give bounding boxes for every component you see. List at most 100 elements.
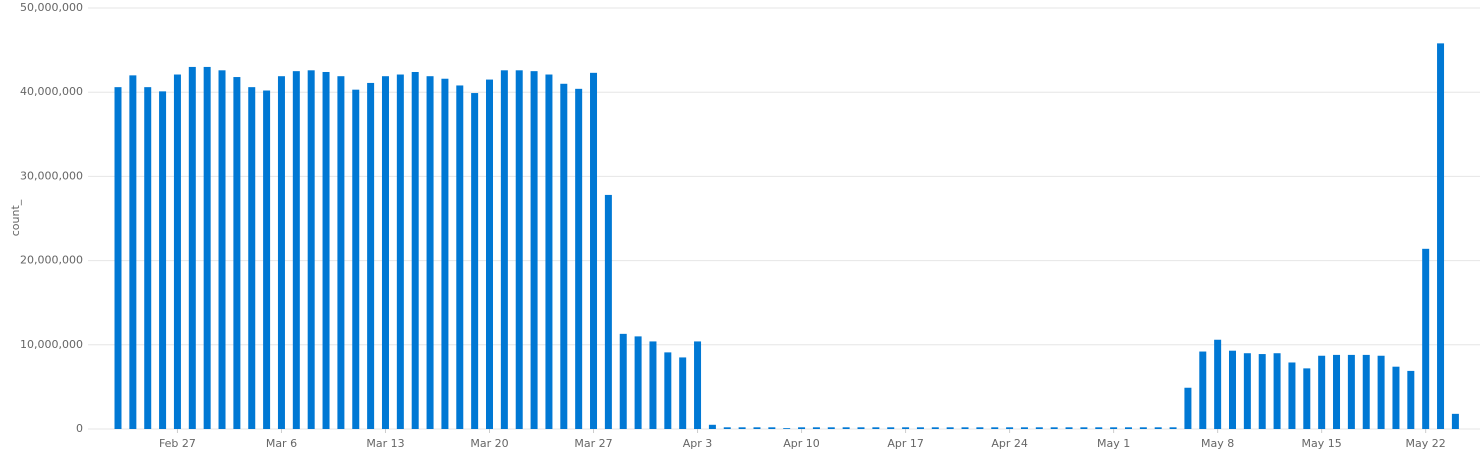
bar (530, 71, 538, 430)
y-tick-label: 20,000,000 (20, 254, 83, 267)
bar (307, 70, 315, 430)
y-tick-label: 10,000,000 (20, 338, 83, 351)
bar (1258, 354, 1266, 429)
bar (486, 79, 493, 429)
x-tick-label: Mar 20 (470, 437, 508, 450)
bar (1407, 370, 1415, 429)
bar (872, 427, 880, 429)
bar (1139, 427, 1147, 429)
bar (783, 428, 791, 429)
bar (649, 341, 657, 429)
bar (1124, 427, 1132, 429)
bar (634, 336, 642, 429)
x-tick-label: Mar 13 (366, 437, 404, 450)
bar (1050, 427, 1058, 429)
bar (1020, 427, 1028, 429)
bar (1229, 350, 1236, 429)
bar (575, 88, 583, 429)
x-tick-label: May 8 (1201, 437, 1234, 450)
bar (1437, 43, 1445, 429)
bar (1392, 366, 1400, 429)
bar (902, 427, 910, 429)
y-tick-label: 0 (76, 422, 83, 435)
bar (694, 341, 702, 429)
bar (248, 87, 256, 429)
bar (619, 333, 627, 429)
bar (277, 76, 285, 430)
bar (515, 70, 523, 430)
bar (173, 74, 181, 429)
bar (916, 427, 924, 429)
x-tick-label: Mar 27 (574, 437, 612, 450)
bar (1377, 355, 1385, 429)
bar (946, 427, 954, 429)
bar (1333, 354, 1341, 429)
y-axis-label: count_ (9, 199, 22, 236)
y-tick-label: 30,000,000 (20, 169, 83, 182)
bar (1035, 427, 1043, 429)
bar (991, 427, 999, 429)
bar (545, 74, 553, 429)
bar (233, 77, 241, 429)
x-tick-label: May 1 (1097, 437, 1130, 450)
y-tick-label: 50,000,000 (20, 1, 83, 14)
bar (560, 83, 568, 429)
x-tick-label: Apr 17 (887, 437, 924, 450)
bar (1065, 427, 1073, 429)
bar (827, 427, 835, 429)
bar (590, 72, 598, 430)
bar (679, 357, 687, 429)
bar (857, 427, 865, 429)
bar (144, 87, 152, 429)
bar (723, 427, 731, 429)
bar (322, 71, 330, 429)
bar (1273, 353, 1281, 429)
bar (1080, 427, 1088, 429)
bar (159, 91, 167, 429)
bar (1006, 427, 1014, 429)
bar (188, 66, 196, 429)
bar (1243, 353, 1251, 429)
bar (961, 427, 969, 429)
bar (708, 424, 716, 429)
x-tick-label: Apr 24 (991, 437, 1028, 450)
bar (768, 427, 776, 429)
bar (753, 427, 761, 429)
bar (798, 427, 806, 429)
bar (976, 427, 984, 429)
x-tick-label: Apr 3 (683, 437, 713, 450)
bar (263, 90, 271, 430)
bar (738, 427, 746, 429)
bar (887, 427, 895, 429)
bar (1362, 354, 1370, 429)
bar (1288, 362, 1296, 429)
bar (352, 89, 360, 429)
bar (292, 71, 300, 430)
x-tick-label: Mar 6 (266, 437, 297, 450)
bar (1214, 339, 1222, 429)
bar (337, 76, 345, 430)
bar (367, 82, 375, 430)
bar (471, 93, 479, 430)
bar (1318, 355, 1326, 429)
bar (426, 76, 434, 430)
bar (1451, 413, 1459, 429)
bar (931, 427, 939, 429)
x-tick-label: Feb 27 (159, 437, 196, 450)
bar (1169, 427, 1177, 429)
bar (114, 87, 122, 429)
bar (411, 71, 419, 429)
bar (218, 70, 226, 430)
bar (1110, 427, 1118, 429)
bar (500, 70, 508, 430)
bar (842, 427, 850, 429)
x-tick-label: Apr 10 (783, 437, 820, 450)
bar (129, 75, 137, 430)
x-tick-label: May 15 (1302, 437, 1342, 450)
x-tick-label: May 22 (1406, 437, 1446, 450)
bar (1154, 427, 1162, 429)
bar (1199, 351, 1207, 429)
bar (203, 66, 211, 429)
bar (1303, 368, 1311, 429)
